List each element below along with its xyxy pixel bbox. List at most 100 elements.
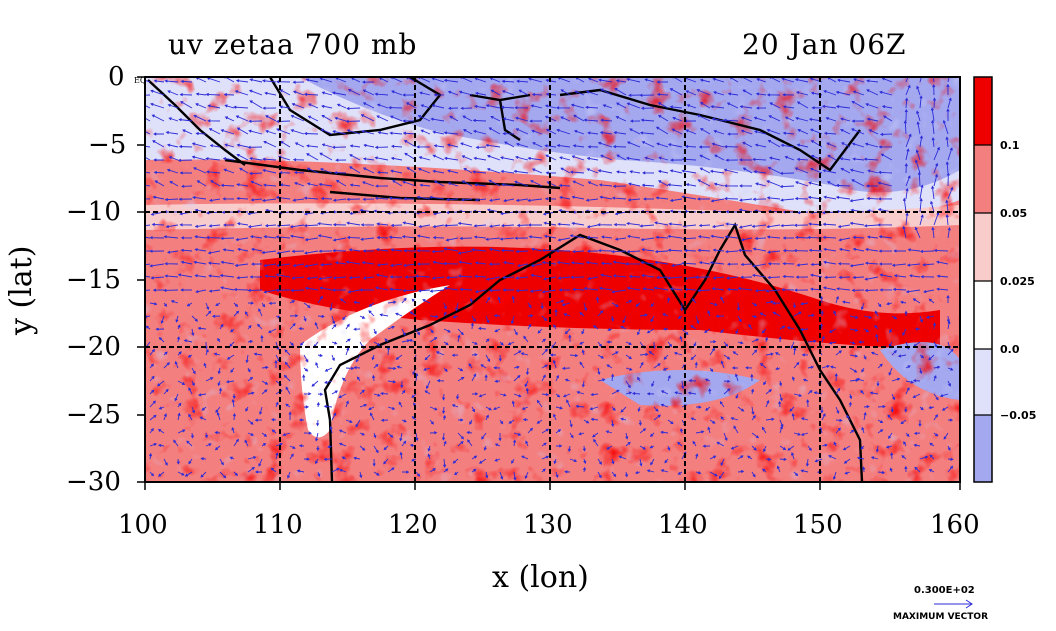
wind-vector <box>152 140 165 148</box>
wind-vector <box>820 406 824 414</box>
max-vector-value: 0.300E+02 <box>914 585 975 596</box>
wind-vector <box>866 117 879 122</box>
wind-vector <box>765 457 772 461</box>
wind-vector <box>879 273 893 278</box>
wind-vector <box>933 341 938 348</box>
wind-vector <box>620 406 627 413</box>
wind-vector <box>388 235 403 239</box>
wind-vector <box>836 287 851 291</box>
wind-vector <box>933 414 938 421</box>
wind-vector <box>145 104 151 109</box>
wind-vector <box>931 226 935 239</box>
wind-vector <box>150 89 165 96</box>
wind-vector <box>418 156 431 161</box>
wind-vector <box>419 183 431 187</box>
wind-vector <box>709 471 718 477</box>
wind-vector <box>443 131 459 135</box>
wind-vector <box>864 276 879 281</box>
wind-vector <box>341 377 347 382</box>
wind-vector <box>737 315 742 323</box>
wind-vector <box>317 353 323 357</box>
wind-vector <box>712 77 725 83</box>
wind-vector <box>755 106 767 110</box>
y-tick-30: −30 <box>66 467 121 497</box>
wind-vector <box>401 419 407 423</box>
wind-vector <box>709 302 718 306</box>
wind-vector <box>303 367 309 372</box>
wind-vector <box>205 92 221 97</box>
wind-vector <box>473 224 487 228</box>
wind-vector <box>769 102 781 109</box>
wind-vector <box>158 406 165 410</box>
wind-vector <box>733 425 739 434</box>
wind-vector <box>564 378 571 382</box>
wind-vector <box>262 168 277 174</box>
wind-vector <box>639 352 649 357</box>
wind-vector <box>692 440 697 447</box>
wind-vector <box>360 114 375 122</box>
wind-vector <box>657 169 669 174</box>
wind-vector <box>444 156 459 161</box>
wind-vector <box>232 393 236 400</box>
wind-vector <box>802 378 809 382</box>
wind-vector <box>307 103 319 109</box>
wind-vector <box>835 183 851 188</box>
wind-vector <box>197 326 207 330</box>
wind-vector <box>905 187 909 200</box>
wind-vector <box>402 93 417 97</box>
wind-vector <box>411 393 417 399</box>
wind-vector <box>635 302 641 307</box>
wind-vector <box>165 224 179 229</box>
wind-vector <box>402 289 417 293</box>
wind-vector <box>863 157 879 161</box>
wind-vector <box>315 432 319 442</box>
wind-vector <box>390 223 403 227</box>
wind-vector <box>447 169 459 174</box>
wind-vector <box>373 432 377 439</box>
wind-vector <box>764 336 769 343</box>
colorbar-swatch-6 <box>974 415 992 482</box>
wind-vector <box>303 302 311 308</box>
wind-vector <box>726 102 739 109</box>
wind-vector <box>904 163 908 174</box>
wind-vector <box>530 180 543 187</box>
wind-vector <box>597 458 602 465</box>
wind-vector <box>471 406 475 413</box>
wind-vector <box>759 312 767 317</box>
wind-vector <box>628 182 641 187</box>
wind-vector <box>730 445 739 450</box>
wind-vector <box>167 103 179 109</box>
wind-vector <box>936 274 949 278</box>
wind-vector <box>515 249 529 254</box>
wind-vector <box>863 354 867 360</box>
wind-vector <box>593 438 599 447</box>
wind-vector <box>766 93 781 97</box>
wind-vector <box>820 310 824 317</box>
wind-vector <box>264 91 277 96</box>
wind-vector <box>502 132 515 136</box>
wind-vector <box>838 247 851 252</box>
wind-vector <box>902 197 907 213</box>
wind-vector <box>207 261 221 265</box>
wind-vector <box>681 380 685 390</box>
wind-vector <box>443 78 459 83</box>
colorbar-label-neg0.05: −0.05 <box>1000 409 1037 422</box>
wind-vector <box>395 354 403 360</box>
wind-vector <box>321 91 333 96</box>
wind-vector <box>191 142 207 148</box>
wind-vector <box>587 131 599 135</box>
wind-vector <box>249 157 263 161</box>
wind-vector <box>263 183 277 187</box>
wind-vector <box>670 158 683 162</box>
wind-vector <box>284 361 291 369</box>
wind-vector <box>461 198 473 202</box>
wind-vector <box>626 141 641 148</box>
wind-vector <box>235 237 249 242</box>
wind-vector <box>891 350 897 356</box>
wind-vector <box>346 221 361 226</box>
wind-vector <box>179 211 193 216</box>
wind-vector <box>145 289 151 291</box>
wind-vector <box>399 451 403 460</box>
wind-vector <box>751 471 756 478</box>
wind-vector <box>657 102 669 109</box>
